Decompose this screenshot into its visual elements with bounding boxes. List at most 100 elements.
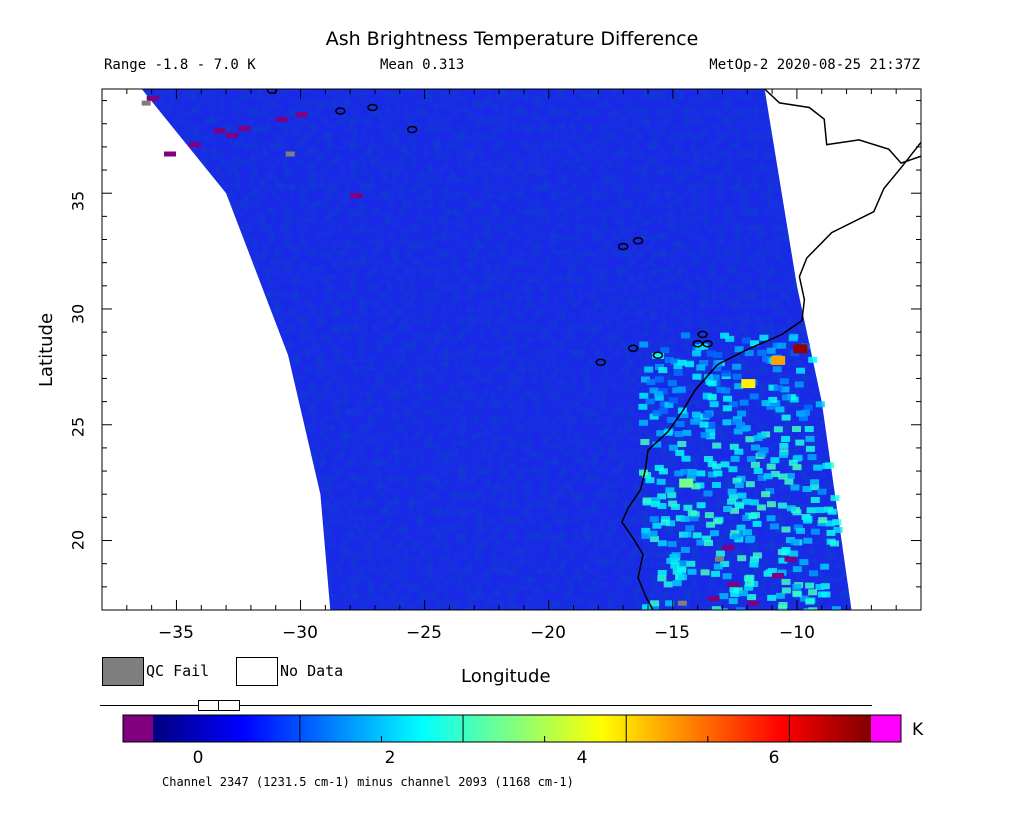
data-pixel [670, 503, 680, 510]
data-pixel [707, 393, 717, 400]
data-pixel [805, 598, 815, 605]
iberia-coastline [764, 89, 921, 164]
data-pixel [810, 484, 820, 491]
data-pixel [642, 499, 652, 506]
range-slider-track[interactable] [100, 705, 872, 706]
data-pixel [728, 493, 738, 500]
data-pixel [733, 428, 743, 435]
data-pixel [650, 501, 660, 508]
data-pixel [744, 580, 754, 587]
data-pixel [711, 570, 721, 577]
data-pixel [691, 483, 701, 490]
data-pixel [749, 499, 759, 506]
data-pixel [658, 468, 668, 475]
data-pixel [767, 594, 777, 601]
data-pixel [730, 507, 739, 514]
data-pixel [713, 563, 723, 570]
data-pixel [720, 332, 730, 339]
data-pixel [768, 384, 778, 391]
data-pixel [779, 378, 789, 385]
data-pixel [817, 520, 827, 527]
channel-description: Channel 2347 (1231.5 cm-1) minus channel… [162, 775, 574, 789]
data-pixel [750, 556, 759, 563]
data-pixel [736, 607, 746, 610]
data-pixel [654, 391, 664, 398]
data-pixel [712, 442, 722, 449]
island-outline [335, 107, 346, 115]
data-pixel [667, 380, 677, 387]
data-pixel [770, 523, 779, 530]
data-pixel [652, 352, 662, 359]
data-pixel [696, 364, 706, 371]
data-pixel [692, 532, 702, 539]
data-pixel [681, 332, 690, 339]
data-pixel [808, 589, 818, 596]
data-pixel [759, 447, 769, 454]
data-pixel [642, 604, 652, 610]
data-pixel [779, 451, 788, 458]
data-pixel [730, 591, 740, 597]
coastline [266, 89, 921, 610]
data-pixel [750, 461, 760, 468]
data-pixel [777, 569, 787, 576]
data-pixel [675, 515, 685, 522]
qc-fail-swatch [102, 657, 144, 686]
data-pixel [798, 415, 808, 421]
data-pixel [803, 537, 813, 544]
data-pixel [673, 363, 683, 370]
data-pixel [700, 569, 710, 576]
data-pixel [803, 517, 812, 524]
data-pixel [673, 369, 683, 376]
data-pixel [644, 366, 654, 373]
data-pixel [745, 481, 755, 488]
data-pixel [757, 349, 767, 356]
island-outline [627, 344, 639, 353]
data-pixel [805, 435, 815, 442]
data-pixel [672, 580, 682, 587]
data-pixel [815, 584, 825, 590]
data-pixel [728, 466, 738, 473]
data-pixel [784, 478, 794, 485]
data-pixel [657, 540, 667, 547]
data-pixel [820, 563, 830, 570]
qc-fail-pixel [677, 600, 687, 606]
island-outline [266, 89, 278, 94]
qc-fail-label: QC Fail [146, 662, 210, 680]
data-pixel [649, 536, 659, 542]
data-pixel [728, 401, 738, 408]
data-pixel [728, 598, 738, 604]
colorbar-above-range [871, 715, 901, 742]
data-pixel [732, 477, 742, 484]
data-pixel [734, 383, 744, 390]
data-pixel [639, 392, 649, 399]
data-pixel [667, 492, 677, 499]
data-pixel [660, 347, 670, 354]
colorbar-below-range [123, 715, 153, 742]
data-pixel [721, 387, 731, 394]
data-pixel [796, 410, 806, 417]
data-pixel [833, 526, 843, 533]
data-pixel [725, 335, 735, 342]
range-slider-handle[interactable] [198, 700, 240, 711]
colorbar-tick-label: 0 [192, 748, 204, 768]
data-pixel [657, 575, 667, 582]
data-pixel [731, 533, 741, 540]
x-tick-label: −25 [406, 623, 442, 643]
data-pixel [639, 469, 648, 476]
data-pixel [656, 478, 666, 485]
data-pixel [738, 590, 748, 597]
data-pixel [665, 487, 675, 494]
data-pixel [661, 516, 671, 523]
data-pixel [800, 409, 810, 416]
data-pixel [739, 399, 749, 406]
data-pixel [780, 386, 790, 393]
data-pixel [677, 560, 687, 567]
qc-fail-pixel [285, 151, 295, 157]
data-pixel [777, 502, 787, 509]
below-range-pixel [164, 151, 176, 157]
data-pixel [703, 456, 713, 462]
data-pixel [645, 477, 655, 484]
data-pixel [669, 444, 678, 451]
data-pixel [734, 448, 744, 455]
data-pixel [802, 486, 812, 492]
